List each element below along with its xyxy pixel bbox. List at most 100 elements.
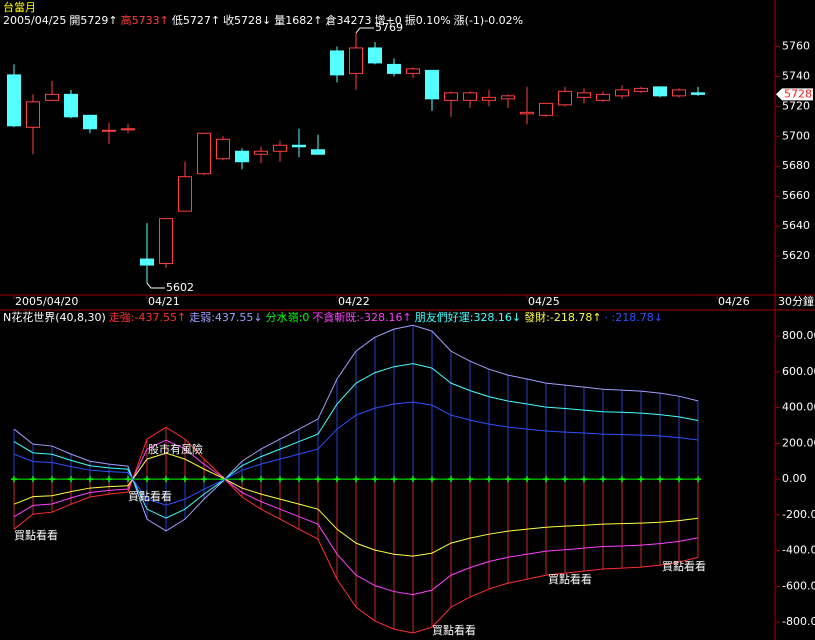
candle-body (691, 92, 705, 95)
y-tick-label: -200.00 (782, 508, 815, 521)
baseline-marker (676, 476, 682, 483)
baseline-marker (239, 476, 245, 483)
info-item: 振0.10% (404, 14, 451, 27)
legend-entry: 走弱:437.55↓ (189, 311, 263, 324)
legend-entry: 不貪斬既:-328.16↑ (312, 311, 412, 324)
candle-body (330, 50, 344, 76)
y-tick-label: 5760 (782, 39, 810, 52)
y-tick-label: -800.00 (782, 615, 815, 628)
baseline-marker (87, 476, 93, 483)
baseline-marker (410, 476, 416, 483)
candle-body (653, 86, 667, 97)
header: 台當月 (3, 1, 39, 14)
baseline-marker (467, 476, 473, 483)
candle-body (501, 95, 515, 100)
extreme-leader (355, 27, 374, 34)
info-item: 2005/04/25 (3, 14, 67, 27)
annotation: 買點看看 (432, 623, 476, 637)
x-tick-label: 2005/04/20 (15, 295, 78, 308)
series-line (13, 426, 699, 634)
baseline-marker (11, 476, 17, 483)
baseline-marker (600, 476, 606, 483)
extreme-label: 5602 (166, 281, 194, 294)
baseline-marker (163, 476, 169, 483)
candle-body (520, 111, 534, 115)
y-tick-label: 800.00 (782, 329, 815, 342)
candle-body (178, 176, 192, 212)
candle-body (387, 63, 401, 74)
baseline-marker (562, 476, 568, 483)
y-tick-label: 5660 (782, 189, 810, 202)
candle-body (311, 149, 325, 155)
candle-body (26, 101, 40, 128)
candle-body (596, 93, 610, 101)
y-tick-label: 5700 (782, 129, 810, 142)
baseline-marker (638, 476, 644, 483)
annotation: 買點看看 (128, 489, 172, 503)
candle-body (235, 150, 249, 163)
baseline-marker (429, 476, 435, 483)
candle-body (121, 128, 135, 131)
legend-entry: 朋友們好運:328.16↓ (414, 311, 522, 324)
baseline-marker (372, 476, 378, 483)
extreme-label: 5769 (375, 21, 403, 34)
extreme-leader (146, 282, 165, 289)
baseline-marker (581, 476, 587, 483)
info-item: 收5728↓ (223, 14, 272, 27)
candle-body (102, 129, 116, 132)
candle-body (482, 96, 496, 101)
baseline-marker (657, 476, 663, 483)
candle-body (45, 93, 59, 101)
y-tick-label: 5620 (782, 249, 810, 262)
info-row: 2005/04/25 開5729↑ 高5733↑ 低5727↑ 收5728↓ 量1682↑… (3, 14, 526, 27)
series-line (13, 452, 699, 557)
candle-body (216, 138, 230, 160)
baseline-marker (353, 476, 359, 483)
annotation: 買點看看 (14, 528, 58, 542)
baseline-marker (201, 476, 207, 483)
y-tick-label: -600.00 (782, 579, 815, 592)
y-tick-label: 5720 (782, 99, 810, 112)
x-tick-label: 04/26 (718, 295, 750, 308)
last-price-label: 5728 (784, 87, 812, 100)
baseline-marker (182, 476, 188, 483)
legend-entry: · :218.78↓ (604, 311, 663, 324)
candle-body (7, 74, 21, 127)
series-line (13, 401, 699, 506)
x-tick-label: 04/22 (338, 295, 370, 308)
y-tick-label: 600.00 (782, 365, 815, 378)
info-item: 開5729↑ (69, 14, 118, 27)
annotation: 買點看看 (662, 559, 706, 573)
y-tick-label: 5740 (782, 69, 810, 82)
baseline-marker (125, 476, 131, 483)
baseline-marker (524, 476, 530, 483)
baseline-marker (258, 476, 264, 483)
info-item: 低5727↑ (171, 14, 221, 27)
annotation: 買點看看 (548, 572, 592, 586)
baseline-marker (144, 476, 150, 483)
legend: N花花世界(40,8,30) 走強:-437.55↑ 走弱:437.55↓ 分水嶺:0… (3, 311, 666, 324)
info-item: 高5733↑ (120, 14, 169, 27)
baseline-marker (68, 476, 74, 483)
candle-body (140, 258, 154, 266)
legend-entry: 分水嶺:0 (265, 311, 310, 324)
baseline-marker (334, 476, 340, 483)
baseline-marker (30, 476, 36, 483)
candle-body (672, 89, 686, 97)
baseline-marker (391, 476, 397, 483)
candle-body (197, 132, 211, 175)
baseline-marker (277, 476, 283, 483)
title: 台當月 (3, 1, 36, 14)
candle-body (444, 92, 458, 101)
candle-body (615, 89, 629, 97)
candle-body (558, 90, 572, 106)
baseline-marker (619, 476, 625, 483)
baseline-marker (505, 476, 511, 483)
candle-body (349, 47, 363, 74)
baseline-marker (315, 476, 321, 483)
candle-body (292, 144, 306, 148)
series-line (13, 363, 699, 519)
candle-body (577, 92, 591, 98)
